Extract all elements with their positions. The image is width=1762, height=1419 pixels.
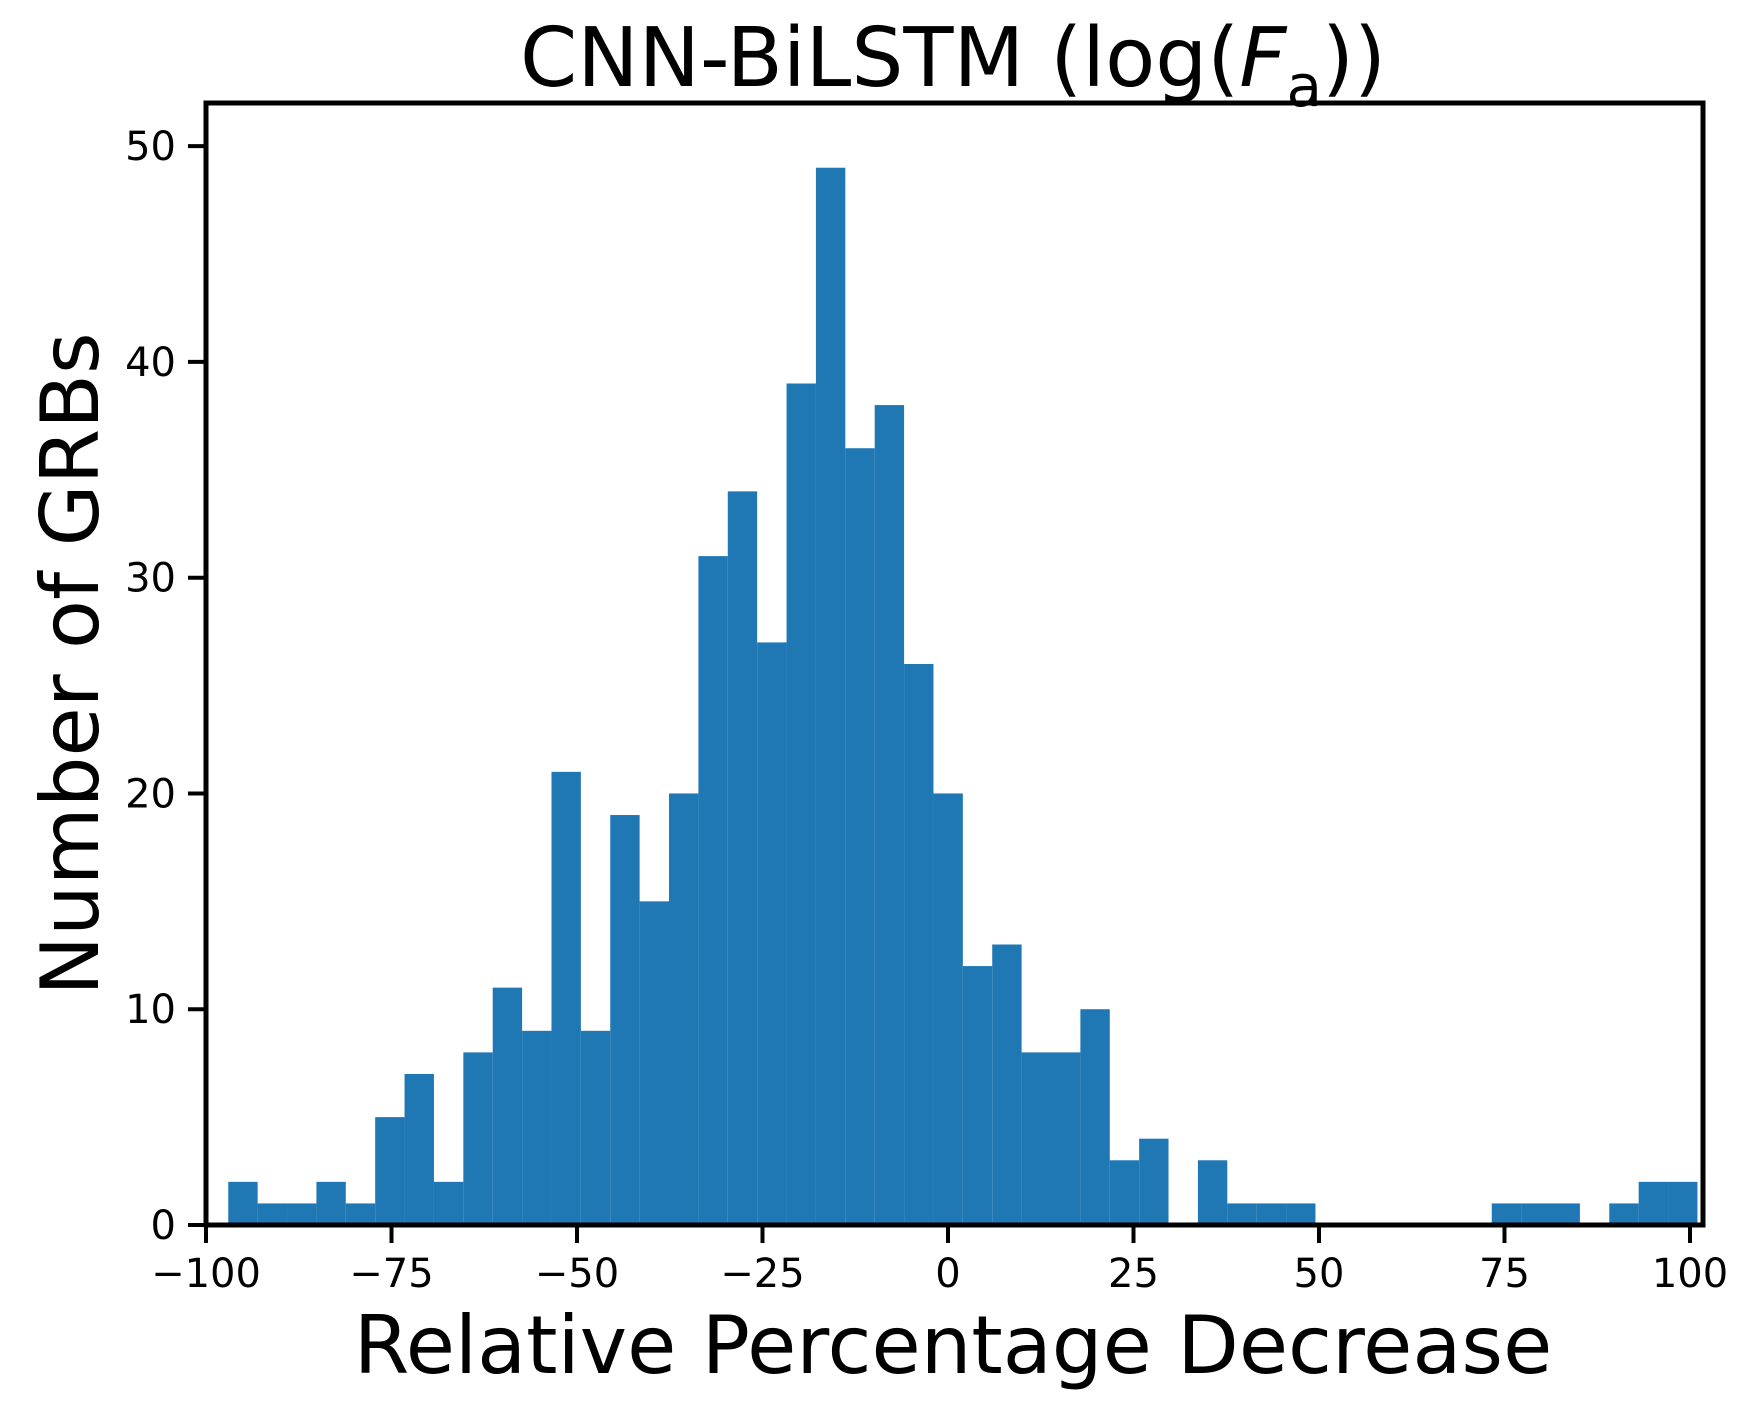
y-tick-label: 0 xyxy=(151,1203,176,1249)
histogram-bar xyxy=(463,1052,493,1225)
histogram-bar xyxy=(1256,1203,1287,1225)
histogram-bar xyxy=(551,771,581,1225)
histogram-bar xyxy=(815,167,846,1226)
histogram-bar xyxy=(1080,1009,1110,1225)
histogram-bar xyxy=(874,405,905,1226)
plot-frame xyxy=(203,100,1706,1228)
y-tick-label: 20 xyxy=(125,771,176,817)
histogram-bar xyxy=(698,556,728,1225)
histogram-bar xyxy=(287,1203,317,1225)
histogram-bar xyxy=(904,664,934,1225)
histogram-bar xyxy=(580,1030,611,1225)
x-tick-label: −25 xyxy=(720,1251,804,1297)
y-tick-label: 10 xyxy=(125,987,176,1033)
histogram-bar xyxy=(404,1073,434,1225)
histogram-bar xyxy=(433,1181,464,1225)
histogram-bar xyxy=(345,1203,376,1225)
y-tick-label: 40 xyxy=(125,340,176,386)
histogram-bar xyxy=(375,1117,405,1225)
y-tick-label: 50 xyxy=(125,124,176,170)
histogram-bar xyxy=(1491,1203,1522,1225)
histogram-bar xyxy=(228,1181,258,1225)
x-axis-label: Relative Percentage Decrease xyxy=(354,1299,1553,1392)
chart-title: CNN-BiLSTM (log(Fa)) xyxy=(520,11,1386,120)
histogram-bar xyxy=(933,793,963,1225)
histogram-bar xyxy=(1521,1203,1551,1225)
axes-group: −100 −75 −50 −25 0 25 50 75 100 0 10 20 30 40 50 xyxy=(125,100,1728,1297)
histogram-bar xyxy=(610,815,640,1225)
histogram-bar xyxy=(962,966,993,1225)
x-tick-label: −50 xyxy=(535,1251,619,1297)
histogram-bar xyxy=(786,383,816,1225)
histogram-bar xyxy=(727,491,758,1225)
y-tick-label: 30 xyxy=(125,556,176,602)
histogram-bar xyxy=(639,901,670,1225)
histogram-bar xyxy=(992,944,1022,1225)
histogram-bars-group xyxy=(228,167,1698,1226)
histogram-bar xyxy=(1286,1203,1316,1225)
histogram-bar xyxy=(316,1181,346,1225)
histogram-bar xyxy=(1550,1203,1580,1225)
histogram-bar xyxy=(1638,1181,1669,1225)
histogram-bar xyxy=(1139,1138,1169,1225)
histogram-bar xyxy=(257,1203,288,1225)
histogram-bar xyxy=(1197,1160,1228,1225)
histogram-bar xyxy=(669,793,699,1225)
histogram-bar xyxy=(1609,1203,1639,1225)
histogram-bar xyxy=(757,642,787,1225)
histogram-bar xyxy=(1668,1181,1698,1225)
x-tick-label: 25 xyxy=(1108,1251,1159,1297)
x-tick-label: −75 xyxy=(349,1251,433,1297)
x-tick-label: 75 xyxy=(1479,1251,1530,1297)
x-tick-label: −100 xyxy=(151,1251,261,1297)
x-tick-label: 0 xyxy=(935,1251,960,1297)
histogram-bar xyxy=(1051,1052,1081,1225)
histogram-bar xyxy=(1021,1052,1051,1225)
y-axis-label: Number of GRBs xyxy=(24,332,117,995)
histogram-bar xyxy=(845,448,875,1226)
histogram-bar xyxy=(492,987,523,1225)
x-tick-label: 50 xyxy=(1294,1251,1345,1297)
histogram-bar xyxy=(1227,1203,1257,1225)
x-tick-label: 100 xyxy=(1652,1251,1728,1297)
histogram-bar xyxy=(1109,1160,1140,1225)
histogram-bar xyxy=(522,1030,552,1225)
